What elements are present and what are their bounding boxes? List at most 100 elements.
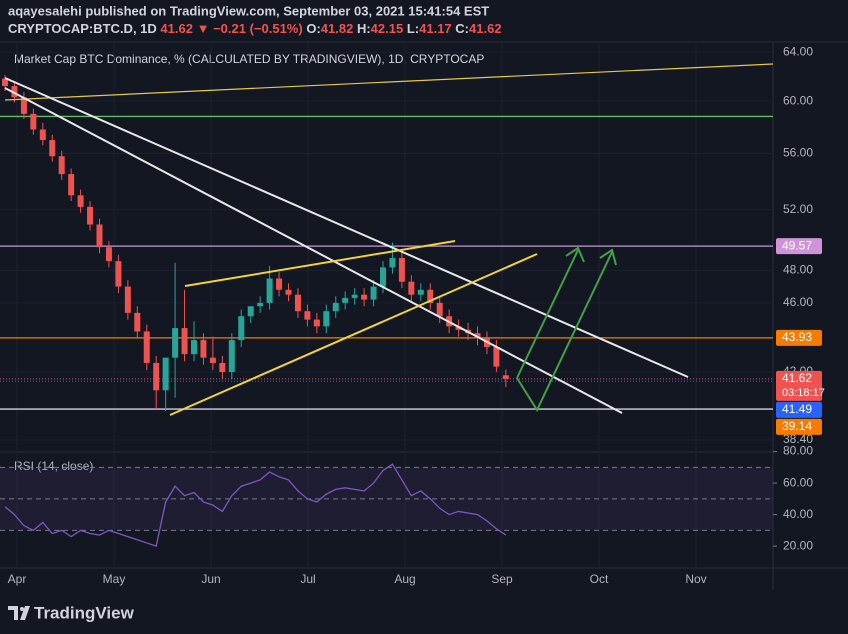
candle-body xyxy=(68,174,75,196)
y-tick-label: 20.00 xyxy=(783,538,813,552)
wedge-line xyxy=(169,253,538,416)
candle-body xyxy=(58,156,65,175)
drawings xyxy=(4,63,774,416)
publisher: aqayesalehi published on TradingView.com… xyxy=(8,3,489,18)
ohlc-label: L: xyxy=(407,21,419,36)
symbol-line: CRYPTOCAP:BTC.D, 1D 41.62 ▼ −0.21 (−0.51… xyxy=(8,21,502,36)
candle-body xyxy=(389,258,396,268)
candle-body xyxy=(124,286,131,313)
logo xyxy=(8,606,30,620)
y-tick-label: 52.00 xyxy=(783,202,813,216)
ohlc-value: 41.82 xyxy=(321,21,354,36)
candle-body xyxy=(257,302,264,307)
candle-body xyxy=(153,362,160,391)
candle-body xyxy=(87,206,94,225)
candle-body xyxy=(11,86,18,98)
trend-line xyxy=(4,77,689,378)
countdown: 03:18:17 xyxy=(782,387,825,399)
price-label-box xyxy=(776,418,822,435)
logo xyxy=(20,607,24,611)
rsi-legend: RSI (14, close) xyxy=(14,459,93,473)
x-tick-label: Apr xyxy=(8,572,27,586)
main-legend: Market Cap BTC Dominance, % (CALCULATED … xyxy=(14,52,484,66)
change: ▼ −0.21 (−0.51%) xyxy=(197,21,303,36)
price-label: 41.49 xyxy=(782,402,812,416)
ohlc-label: O: xyxy=(306,21,320,36)
candle-body xyxy=(96,224,103,248)
candle-body xyxy=(285,289,292,295)
wedge-line xyxy=(184,240,456,287)
y-tick-label: 60.00 xyxy=(783,93,813,107)
candle-body xyxy=(370,286,377,300)
candle-body xyxy=(228,340,235,372)
ohlc-value: 41.17 xyxy=(419,21,452,36)
y-tick-label: 46.00 xyxy=(783,295,813,309)
y-tick-label: 60.00 xyxy=(783,475,813,489)
y-tick-label: 40.00 xyxy=(783,507,813,521)
candle-body xyxy=(20,97,27,114)
candle-body xyxy=(313,319,320,327)
candle-body xyxy=(105,247,112,262)
last-price: 41.62 xyxy=(160,21,193,36)
x-tick-label: Aug xyxy=(394,572,415,586)
candle-body xyxy=(247,306,254,317)
ohlc-label: C: xyxy=(455,21,469,36)
price-label-box xyxy=(776,238,822,255)
candle-body xyxy=(294,294,301,312)
ohlc-label: H: xyxy=(357,21,371,36)
candle-body xyxy=(342,297,349,303)
candle-body xyxy=(323,311,330,327)
candle-body xyxy=(351,294,358,298)
arrow-head xyxy=(599,248,617,266)
candle-body xyxy=(39,129,46,141)
y-tick-label: 80.00 xyxy=(783,444,813,458)
candle-body xyxy=(408,281,415,295)
candle-body xyxy=(361,294,368,300)
price-label: 43.93 xyxy=(782,330,812,344)
arrow-head xyxy=(565,246,585,263)
y-tick-label: 64.00 xyxy=(783,44,813,58)
candle-body xyxy=(219,362,226,372)
candle-body xyxy=(143,331,150,363)
y-tick-label: 38.40 xyxy=(783,432,813,446)
trend-line xyxy=(4,87,623,414)
candle-body xyxy=(181,328,188,355)
candle-body xyxy=(2,78,8,87)
x-tick-label: Oct xyxy=(590,572,609,586)
x-tick-label: Jul xyxy=(300,572,315,586)
x-tick-label: Nov xyxy=(685,572,706,586)
projection xyxy=(516,251,613,413)
price-label: 49.57 xyxy=(782,238,812,252)
ohlc-value: 42.15 xyxy=(371,21,404,36)
candle-body xyxy=(304,311,311,320)
price-label-box xyxy=(776,401,822,418)
candle-body xyxy=(49,140,56,157)
candle-body xyxy=(238,316,245,341)
ohlc-value: 41.62 xyxy=(469,21,502,36)
candle-body xyxy=(417,289,424,295)
price-label-box xyxy=(776,329,822,346)
x-tick-label: Sep xyxy=(491,572,513,586)
candle-body xyxy=(380,267,386,287)
candle-body xyxy=(30,113,37,130)
candle-body xyxy=(191,340,197,355)
price-label-box xyxy=(776,370,822,401)
projection xyxy=(516,249,579,379)
price-label: 41.62 xyxy=(782,371,812,385)
candle-body xyxy=(162,357,169,391)
candle-body xyxy=(398,258,405,282)
candle-body xyxy=(332,302,339,312)
candle-body xyxy=(493,347,500,367)
trend-line xyxy=(4,63,774,101)
candle-body xyxy=(77,195,84,207)
candle-body xyxy=(266,278,273,303)
candle-body xyxy=(427,289,434,303)
candle-body xyxy=(134,312,141,332)
candle-body xyxy=(436,302,443,317)
brand-name: TradingView xyxy=(34,603,135,622)
candle-body xyxy=(276,278,283,290)
x-tick-label: Jun xyxy=(201,572,220,586)
symbol: CRYPTOCAP:BTC.D, 1D xyxy=(8,21,157,36)
